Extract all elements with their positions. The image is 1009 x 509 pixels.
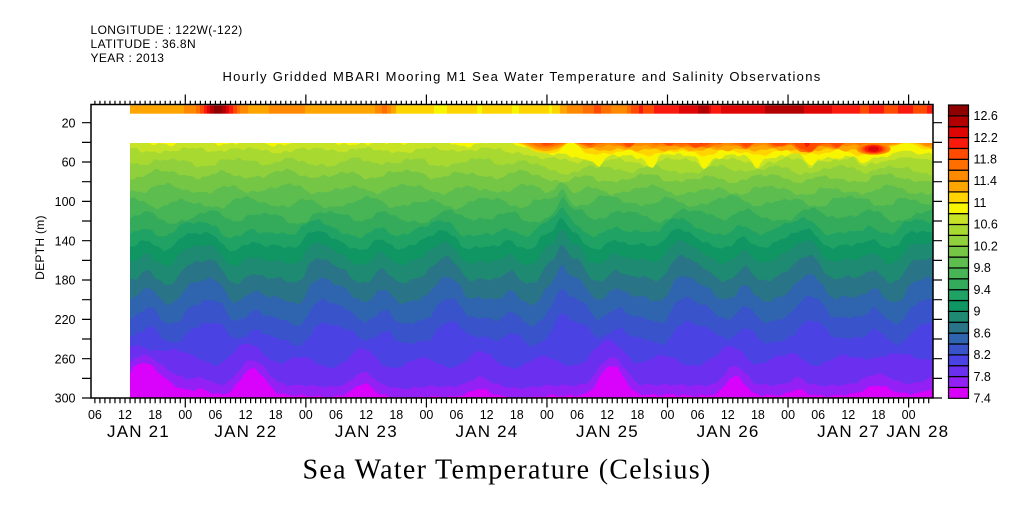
svg-text:06: 06: [811, 408, 825, 422]
svg-text:JAN 24: JAN 24: [456, 422, 519, 441]
svg-text:Hourly Gridded MBARI Mooring M: Hourly Gridded MBARI Mooring M1 Sea Wate…: [222, 69, 821, 84]
svg-text:00: 00: [299, 408, 313, 422]
svg-text:180: 180: [55, 274, 76, 288]
svg-text:8.6: 8.6: [974, 326, 991, 340]
svg-text:100: 100: [55, 195, 76, 209]
svg-text:11.4: 11.4: [974, 174, 997, 188]
svg-text:12: 12: [600, 408, 614, 422]
svg-text:06: 06: [208, 408, 222, 422]
svg-text:JAN 23: JAN 23: [335, 422, 398, 441]
svg-text:12: 12: [118, 408, 132, 422]
svg-text:JAN 21: JAN 21: [107, 422, 170, 441]
svg-text:7.8: 7.8: [974, 370, 991, 384]
svg-text:220: 220: [55, 313, 76, 327]
svg-text:18: 18: [389, 408, 403, 422]
svg-text:06: 06: [88, 408, 102, 422]
svg-text:LATITUDE : 36.8N: LATITUDE : 36.8N: [91, 37, 197, 51]
svg-text:9.8: 9.8: [974, 261, 991, 275]
svg-text:LONGITUDE : 122W(-122): LONGITUDE : 122W(-122): [91, 23, 243, 37]
svg-text:60: 60: [62, 156, 76, 170]
svg-text:Sea Water Temperature (Celsius: Sea Water Temperature (Celsius): [302, 455, 711, 486]
svg-text:YEAR : 2013: YEAR : 2013: [91, 51, 165, 65]
svg-text:10.2: 10.2: [974, 239, 998, 253]
svg-text:20: 20: [62, 116, 76, 130]
svg-text:11.8: 11.8: [974, 153, 997, 167]
svg-text:10.6: 10.6: [974, 218, 998, 232]
svg-text:18: 18: [630, 408, 644, 422]
svg-text:06: 06: [329, 408, 343, 422]
svg-text:18: 18: [872, 408, 886, 422]
svg-text:9: 9: [974, 305, 981, 319]
svg-text:300: 300: [55, 392, 76, 406]
svg-text:18: 18: [510, 408, 524, 422]
svg-text:9.4: 9.4: [974, 283, 991, 297]
svg-text:JAN 28: JAN 28: [886, 422, 949, 441]
svg-text:00: 00: [419, 408, 433, 422]
svg-text:06: 06: [570, 408, 584, 422]
svg-text:JAN 27: JAN 27: [817, 422, 880, 441]
svg-text:00: 00: [661, 408, 675, 422]
svg-text:18: 18: [148, 408, 162, 422]
svg-text:JAN 22: JAN 22: [214, 422, 277, 441]
svg-text:12: 12: [721, 408, 735, 422]
svg-text:12: 12: [359, 408, 373, 422]
svg-text:12: 12: [239, 408, 253, 422]
svg-text:12: 12: [841, 408, 855, 422]
svg-text:DEPTH (m): DEPTH (m): [33, 215, 47, 280]
svg-text:11: 11: [974, 196, 987, 210]
svg-text:JAN 25: JAN 25: [576, 422, 639, 441]
svg-text:00: 00: [540, 408, 554, 422]
svg-text:JAN 26: JAN 26: [697, 422, 760, 441]
svg-text:12: 12: [480, 408, 494, 422]
svg-text:8.2: 8.2: [974, 348, 991, 362]
svg-text:12.6: 12.6: [974, 109, 998, 123]
svg-text:140: 140: [55, 234, 76, 248]
svg-text:18: 18: [751, 408, 765, 422]
svg-text:00: 00: [781, 408, 795, 422]
svg-text:260: 260: [55, 352, 76, 366]
svg-text:00: 00: [902, 408, 916, 422]
svg-text:7.4: 7.4: [974, 392, 991, 406]
svg-text:06: 06: [450, 408, 464, 422]
svg-text:18: 18: [269, 408, 283, 422]
svg-text:06: 06: [691, 408, 705, 422]
svg-text:00: 00: [178, 408, 192, 422]
svg-text:12.2: 12.2: [974, 131, 998, 145]
